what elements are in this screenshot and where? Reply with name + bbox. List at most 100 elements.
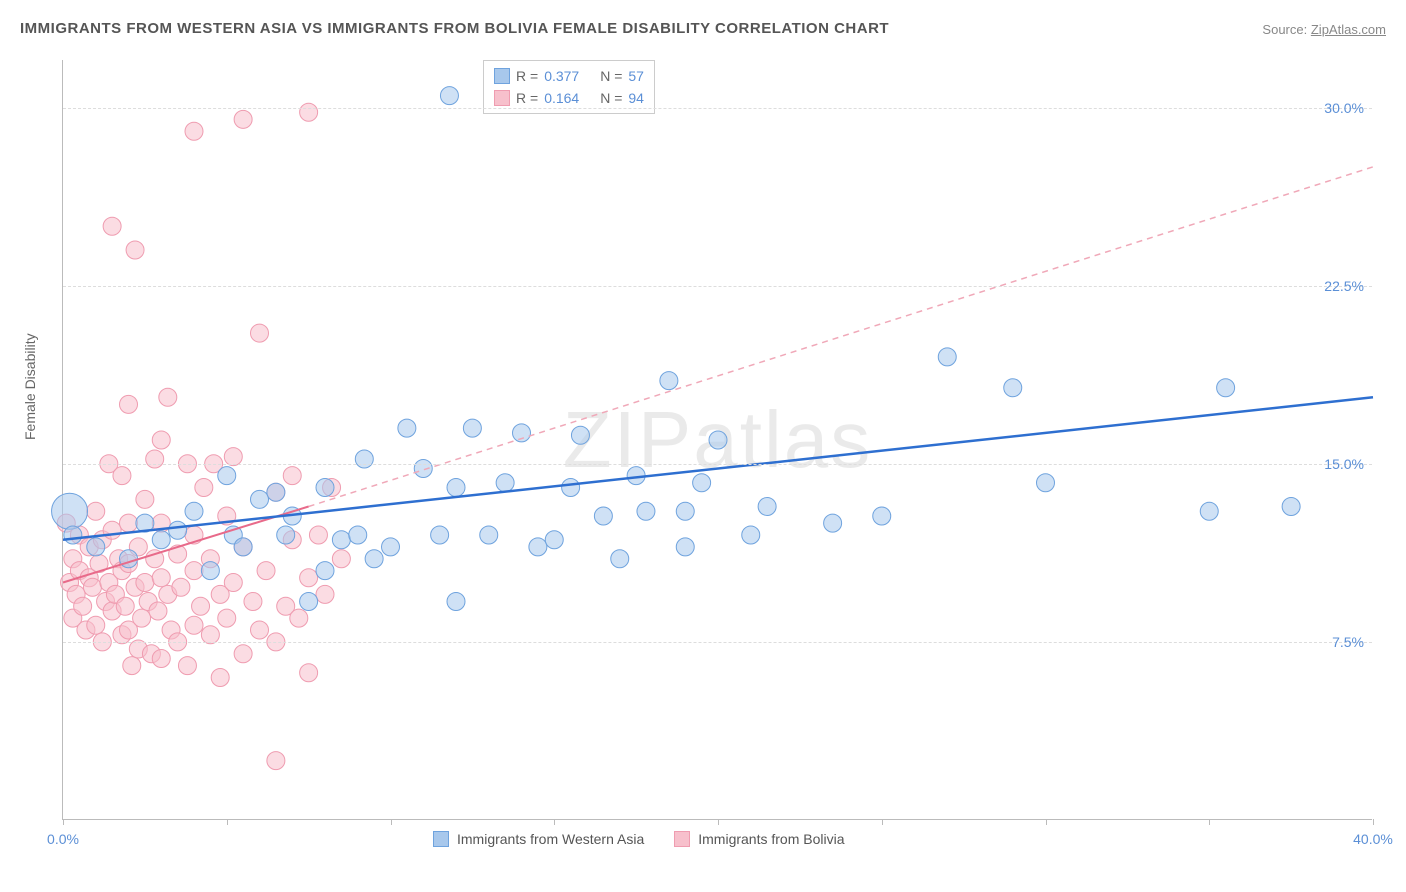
swatch-blue-icon [494,68,510,84]
scatter-point-pink [234,645,252,663]
scatter-point-pink [251,621,269,639]
scatter-point-blue [251,490,269,508]
scatter-point-blue [1217,379,1235,397]
scatter-point-blue [742,526,760,544]
scatter-point-pink [103,217,121,235]
scatter-point-blue [64,526,82,544]
scatter-point-blue [693,474,711,492]
legend-stats-row-blue: R = 0.377 N = 57 [494,65,644,87]
scatter-point-blue [676,538,694,556]
swatch-pink-icon [494,90,510,106]
source-link[interactable]: ZipAtlas.com [1311,22,1386,37]
xtick [1046,819,1047,825]
scatter-point-blue [398,419,416,437]
xtick [227,819,228,825]
scatter-point-pink [234,110,252,128]
scatter-point-pink [300,569,318,587]
scatter-point-pink [290,609,308,627]
scatter-point-pink [251,324,269,342]
scatter-point-blue [562,479,580,497]
scatter-point-blue [1004,379,1022,397]
scatter-point-blue [571,426,589,444]
scatter-point-pink [126,241,144,259]
scatter-point-pink [309,526,327,544]
scatter-point-pink [159,388,177,406]
scatter-point-pink [136,490,154,508]
scatter-point-blue [185,502,203,520]
xtick [1209,819,1210,825]
scatter-point-pink [87,616,105,634]
scatter-point-blue [332,531,350,549]
scatter-point-pink [146,450,164,468]
scatter-point-pink [195,479,213,497]
scatter-point-pink [172,578,190,596]
scatter-point-blue [529,538,547,556]
scatter-point-blue [169,521,187,539]
xtick-label: 40.0% [1353,831,1393,847]
ytick-label: 30.0% [1324,100,1364,116]
legend-stats-row-pink: R = 0.164 N = 94 [494,87,644,109]
chart-container: IMMIGRANTS FROM WESTERN ASIA VS IMMIGRAN… [10,10,1396,882]
scatter-point-pink [224,574,242,592]
scatter-point-blue [1282,498,1300,516]
chart-title: IMMIGRANTS FROM WESTERN ASIA VS IMMIGRAN… [20,20,889,37]
scatter-point-pink [123,657,141,675]
scatter-point-blue [152,531,170,549]
gridline [63,286,1372,287]
scatter-point-blue [447,593,465,611]
scatter-point-pink [103,521,121,539]
scatter-point-pink [257,562,275,580]
scatter-point-pink [178,657,196,675]
legend-item-blue: Immigrants from Western Asia [433,831,644,847]
legend-item-pink: Immigrants from Bolivia [674,831,844,847]
scatter-point-pink [152,569,170,587]
scatter-point-pink [120,514,138,532]
swatch-blue-icon [433,831,449,847]
ytick-label: 22.5% [1324,278,1364,294]
swatch-pink-icon [674,831,690,847]
xtick [554,819,555,825]
scatter-point-blue [447,479,465,497]
scatter-point-blue [316,479,334,497]
scatter-point-pink [133,609,151,627]
scatter-point-pink [74,597,92,615]
xtick [1373,819,1374,825]
scatter-point-blue [709,431,727,449]
scatter-point-blue [382,538,400,556]
scatter-point-blue [218,467,236,485]
scatter-point-blue [431,526,449,544]
scatter-point-blue [234,538,252,556]
scatter-point-pink [185,122,203,140]
scatter-plot-svg [63,60,1372,819]
scatter-point-blue [758,498,776,516]
scatter-point-pink [113,467,131,485]
y-axis-label: Female Disability [22,333,38,440]
scatter-point-pink [120,395,138,413]
scatter-point-blue [496,474,514,492]
scatter-point-pink [185,616,203,634]
scatter-point-blue [480,526,498,544]
scatter-point-pink [152,431,170,449]
scatter-point-blue [463,419,481,437]
scatter-point-pink [316,585,334,603]
scatter-point-blue [365,550,383,568]
scatter-point-blue [349,526,367,544]
scatter-point-blue [938,348,956,366]
trendline-blue [63,397,1373,540]
scatter-point-pink [267,752,285,770]
scatter-point-pink [218,609,236,627]
scatter-point-blue [277,526,295,544]
xtick [63,819,64,825]
scatter-point-blue [1200,502,1218,520]
scatter-point-pink [136,574,154,592]
scatter-point-pink [332,550,350,568]
scatter-point-blue [316,562,334,580]
scatter-point-pink [87,502,105,520]
xtick-label: 0.0% [47,831,79,847]
scatter-point-blue [1037,474,1055,492]
ytick-label: 15.0% [1324,456,1364,472]
xtick [391,819,392,825]
scatter-point-blue [300,593,318,611]
scatter-point-pink [185,562,203,580]
scatter-point-pink [83,578,101,596]
